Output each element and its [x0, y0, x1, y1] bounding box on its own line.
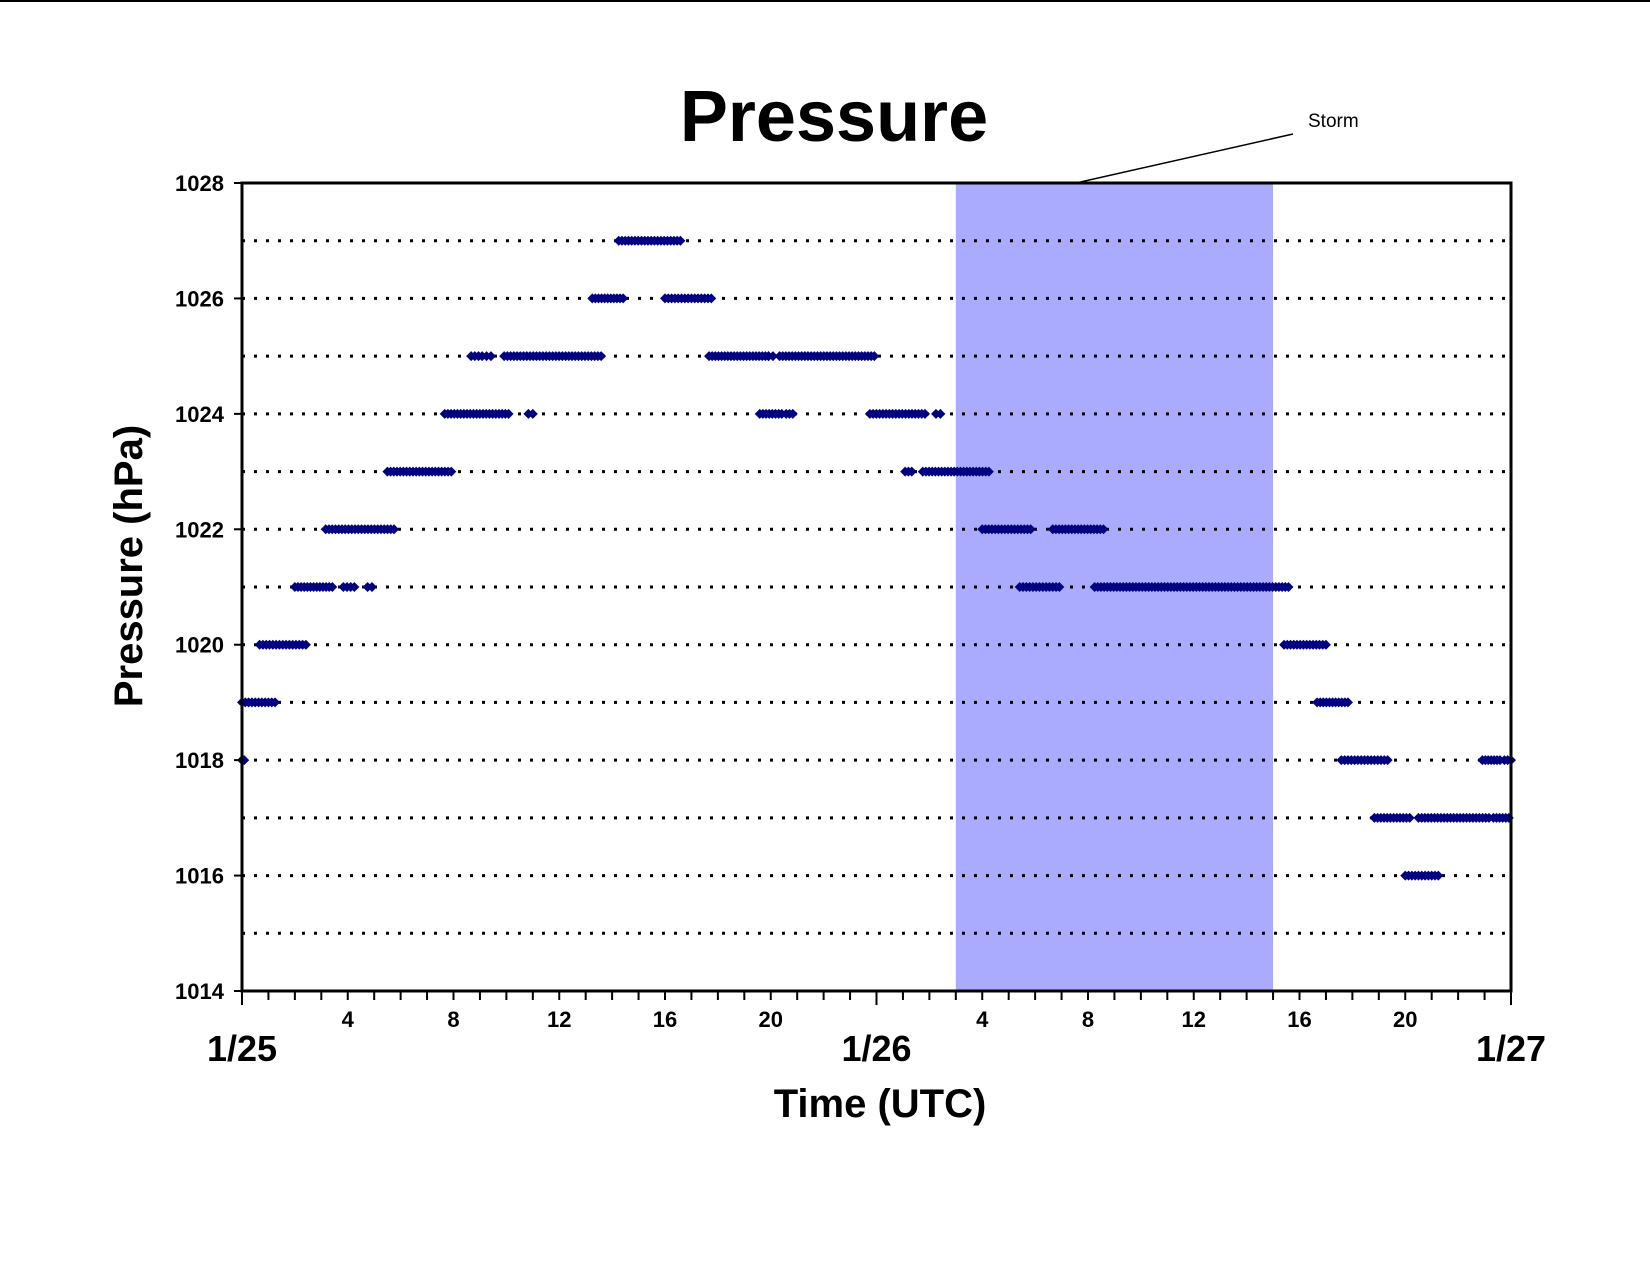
data-point — [300, 639, 311, 650]
data-point — [366, 582, 377, 592]
data-point — [1025, 524, 1036, 535]
x-hour-tick-label: 4 — [342, 1007, 355, 1032]
data-points — [237, 235, 1516, 881]
x-hour-tick-label: 4 — [976, 1007, 989, 1032]
y-tick-label: 1018 — [175, 748, 224, 773]
y-axis-label: Pressure (hPa) — [107, 425, 151, 707]
segment-13-1026 — [587, 293, 629, 304]
y-tick-label: 1014 — [175, 979, 225, 1004]
storm-leader-line — [1075, 133, 1294, 184]
axes: 1014 1016 1018 1020 1022 1024 1026 1028 4 8 12 16 20… — [175, 171, 1546, 1069]
segment-17-1025 — [763, 351, 778, 362]
segment-31-1018 — [1336, 755, 1393, 766]
data-point — [983, 466, 994, 477]
segment-21-1024 — [864, 408, 930, 419]
segment-33-1018 — [1499, 755, 1516, 766]
segment-5-1021 — [362, 582, 377, 592]
x-hour-tick-label: 12 — [547, 1007, 571, 1032]
data-point — [389, 524, 400, 535]
data-point — [485, 351, 496, 362]
data-point — [906, 466, 917, 477]
x-hour-tick-label: 16 — [653, 1007, 677, 1032]
x-date-tick-label: 1/25 — [207, 1028, 277, 1069]
grid-lines — [242, 239, 1511, 935]
x-hour-tick-label: 12 — [1182, 1007, 1206, 1032]
segment-29-1020 — [1279, 639, 1331, 650]
segment-35-1017 — [1413, 812, 1494, 823]
segment-25-1022 — [977, 524, 1036, 535]
chart-title: Pressure — [680, 77, 988, 157]
segment-11-1025 — [481, 351, 496, 362]
segment-2-1020 — [254, 639, 311, 650]
segment-34-1017 — [1369, 812, 1415, 823]
segment-30-1019 — [1312, 697, 1353, 708]
data-point — [1283, 582, 1294, 592]
segment-26-1022 — [1047, 524, 1109, 535]
data-point — [527, 408, 538, 419]
data-point — [1098, 524, 1109, 535]
y-tick-label: 1022 — [175, 517, 224, 542]
data-point — [1320, 639, 1331, 650]
data-point — [869, 351, 880, 362]
y-tick-label: 1024 — [175, 402, 225, 427]
segment-28-1021 — [1089, 582, 1294, 592]
data-point — [618, 293, 629, 304]
y-tick-label: 1016 — [175, 864, 224, 889]
data-point — [270, 697, 281, 708]
data-point — [767, 351, 778, 362]
segment-16-1025 — [704, 351, 774, 362]
y-tick-label: 1020 — [175, 633, 224, 658]
segment-8-1024 — [439, 408, 514, 419]
x-hour-tick-label: 20 — [759, 1007, 783, 1032]
x-date-tick-label: 1/27 — [1476, 1028, 1546, 1069]
data-point — [1433, 870, 1444, 881]
segment-18-1025 — [774, 351, 880, 362]
segment-14-1026 — [660, 293, 717, 304]
x-hour-tick-label: 8 — [1082, 1007, 1094, 1032]
x-hour-tick-label: 20 — [1393, 1007, 1417, 1032]
x-hour-tick-label: 8 — [447, 1007, 459, 1032]
segment-20-1024 — [781, 408, 798, 419]
data-point — [1342, 697, 1353, 708]
segment-15-1027 — [613, 235, 686, 246]
storm-annotation-label: Storm — [1308, 111, 1359, 132]
segment-9-1024 — [523, 408, 538, 419]
segment-4-1021 — [338, 582, 360, 592]
segment-37-1016 — [1400, 870, 1444, 881]
data-point — [1054, 582, 1065, 592]
segment-12-1025 — [499, 351, 607, 362]
segment-7-1023 — [382, 466, 457, 477]
segment-23-1023 — [900, 466, 917, 477]
y-tick-label: 1026 — [175, 286, 224, 311]
segment-24-1023 — [917, 466, 994, 477]
segment-3-1021 — [289, 582, 338, 592]
data-point — [446, 466, 457, 477]
x-axis-label: Time (UTC) — [774, 1082, 987, 1126]
y-tick-label: 1028 — [175, 171, 224, 196]
data-point — [327, 582, 338, 592]
data-point — [706, 293, 717, 304]
data-point — [596, 351, 607, 362]
data-point — [675, 235, 686, 246]
data-point — [349, 582, 360, 592]
data-point — [919, 408, 930, 419]
top-rule — [0, 0, 1650, 2]
data-point — [787, 408, 798, 419]
data-point — [1382, 755, 1393, 766]
plot-frame — [240, 181, 1513, 993]
data-point — [503, 408, 514, 419]
data-point — [1404, 812, 1415, 823]
data-point — [935, 408, 946, 419]
segment-6-1022 — [320, 524, 400, 535]
segment-22-1024 — [930, 408, 946, 419]
segment-27-1021 — [1014, 582, 1065, 592]
x-hour-tick-label: 16 — [1287, 1007, 1311, 1032]
x-date-tick-label: 1/26 — [841, 1028, 911, 1069]
